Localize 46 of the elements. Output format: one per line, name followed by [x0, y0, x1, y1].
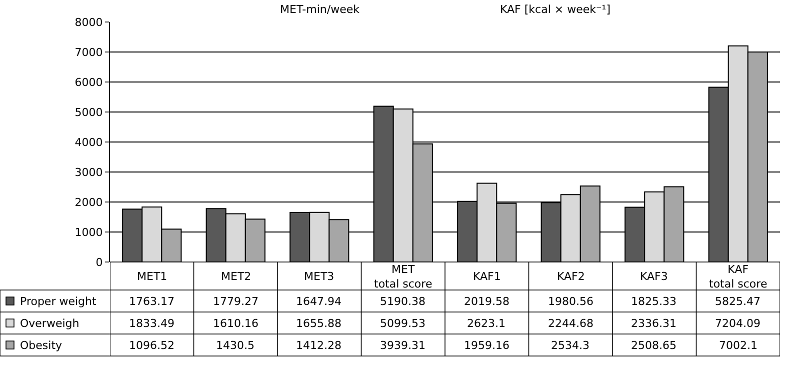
x-tick-label: MET3: [304, 270, 334, 283]
data-label: 5099.53: [380, 317, 426, 330]
x-tick-label: KAF total score: [709, 263, 768, 290]
data-label: 1825.33: [631, 295, 676, 308]
data-label: 2336.31: [631, 317, 676, 330]
data-label: 7002.1: [719, 339, 758, 352]
data-label: 1833.49: [129, 317, 174, 330]
x-tick-label: KAF1: [473, 270, 501, 283]
data-label: 2534.3: [551, 339, 590, 352]
text: KAF [kcal × week⁻¹]: [500, 3, 610, 16]
x-tick-label: MET1: [137, 270, 168, 283]
data-label: 1610.16: [213, 317, 258, 330]
x-tick-label: KAF3: [640, 270, 668, 283]
data-label: 1655.88: [296, 317, 342, 330]
data-label: 2623.1: [467, 317, 506, 330]
data-label: 1779.27: [213, 295, 258, 308]
data-label: 1096.52: [129, 339, 174, 352]
data-label: 5190.38: [380, 295, 426, 308]
x-tick-label: KAF2: [557, 270, 585, 283]
data-label: 1412.28: [296, 339, 342, 352]
data-label: 1959.16: [464, 339, 510, 352]
y-tick-label: 8000: [74, 16, 103, 29]
data-label: 1763.17: [129, 295, 174, 308]
data-label: 2244.68: [548, 317, 594, 330]
data-label: 5825.47: [715, 295, 760, 308]
data-label: 7204.09: [715, 317, 760, 330]
y-tick-label: 5000: [74, 106, 103, 119]
x-tick-label: MET total score: [374, 263, 432, 290]
y-tick-label: 1000: [74, 226, 103, 239]
y-tick-label: 2000: [74, 196, 103, 209]
legend-label: Proper weight: [20, 295, 97, 308]
legend-label: Overweigh: [20, 317, 80, 330]
x-tick-label: MET2: [221, 270, 252, 283]
y-tick-label: 7000: [74, 46, 103, 59]
data-label: 2508.65: [631, 339, 676, 352]
data-label: 1647.94: [296, 295, 342, 308]
data-label: 2019.58: [464, 295, 510, 308]
data-label: 3939.31: [380, 339, 426, 352]
data-label: 1980.56: [548, 295, 594, 308]
legend-label: Obesity: [20, 339, 63, 352]
y-tick-label: 4000: [74, 136, 103, 149]
text: MET-min/week: [280, 3, 360, 16]
y-tick-label: 3000: [74, 166, 103, 179]
y-tick-label: 0: [96, 256, 103, 269]
data-label: 1430.5: [216, 339, 254, 352]
y-tick-label: 6000: [74, 76, 103, 89]
